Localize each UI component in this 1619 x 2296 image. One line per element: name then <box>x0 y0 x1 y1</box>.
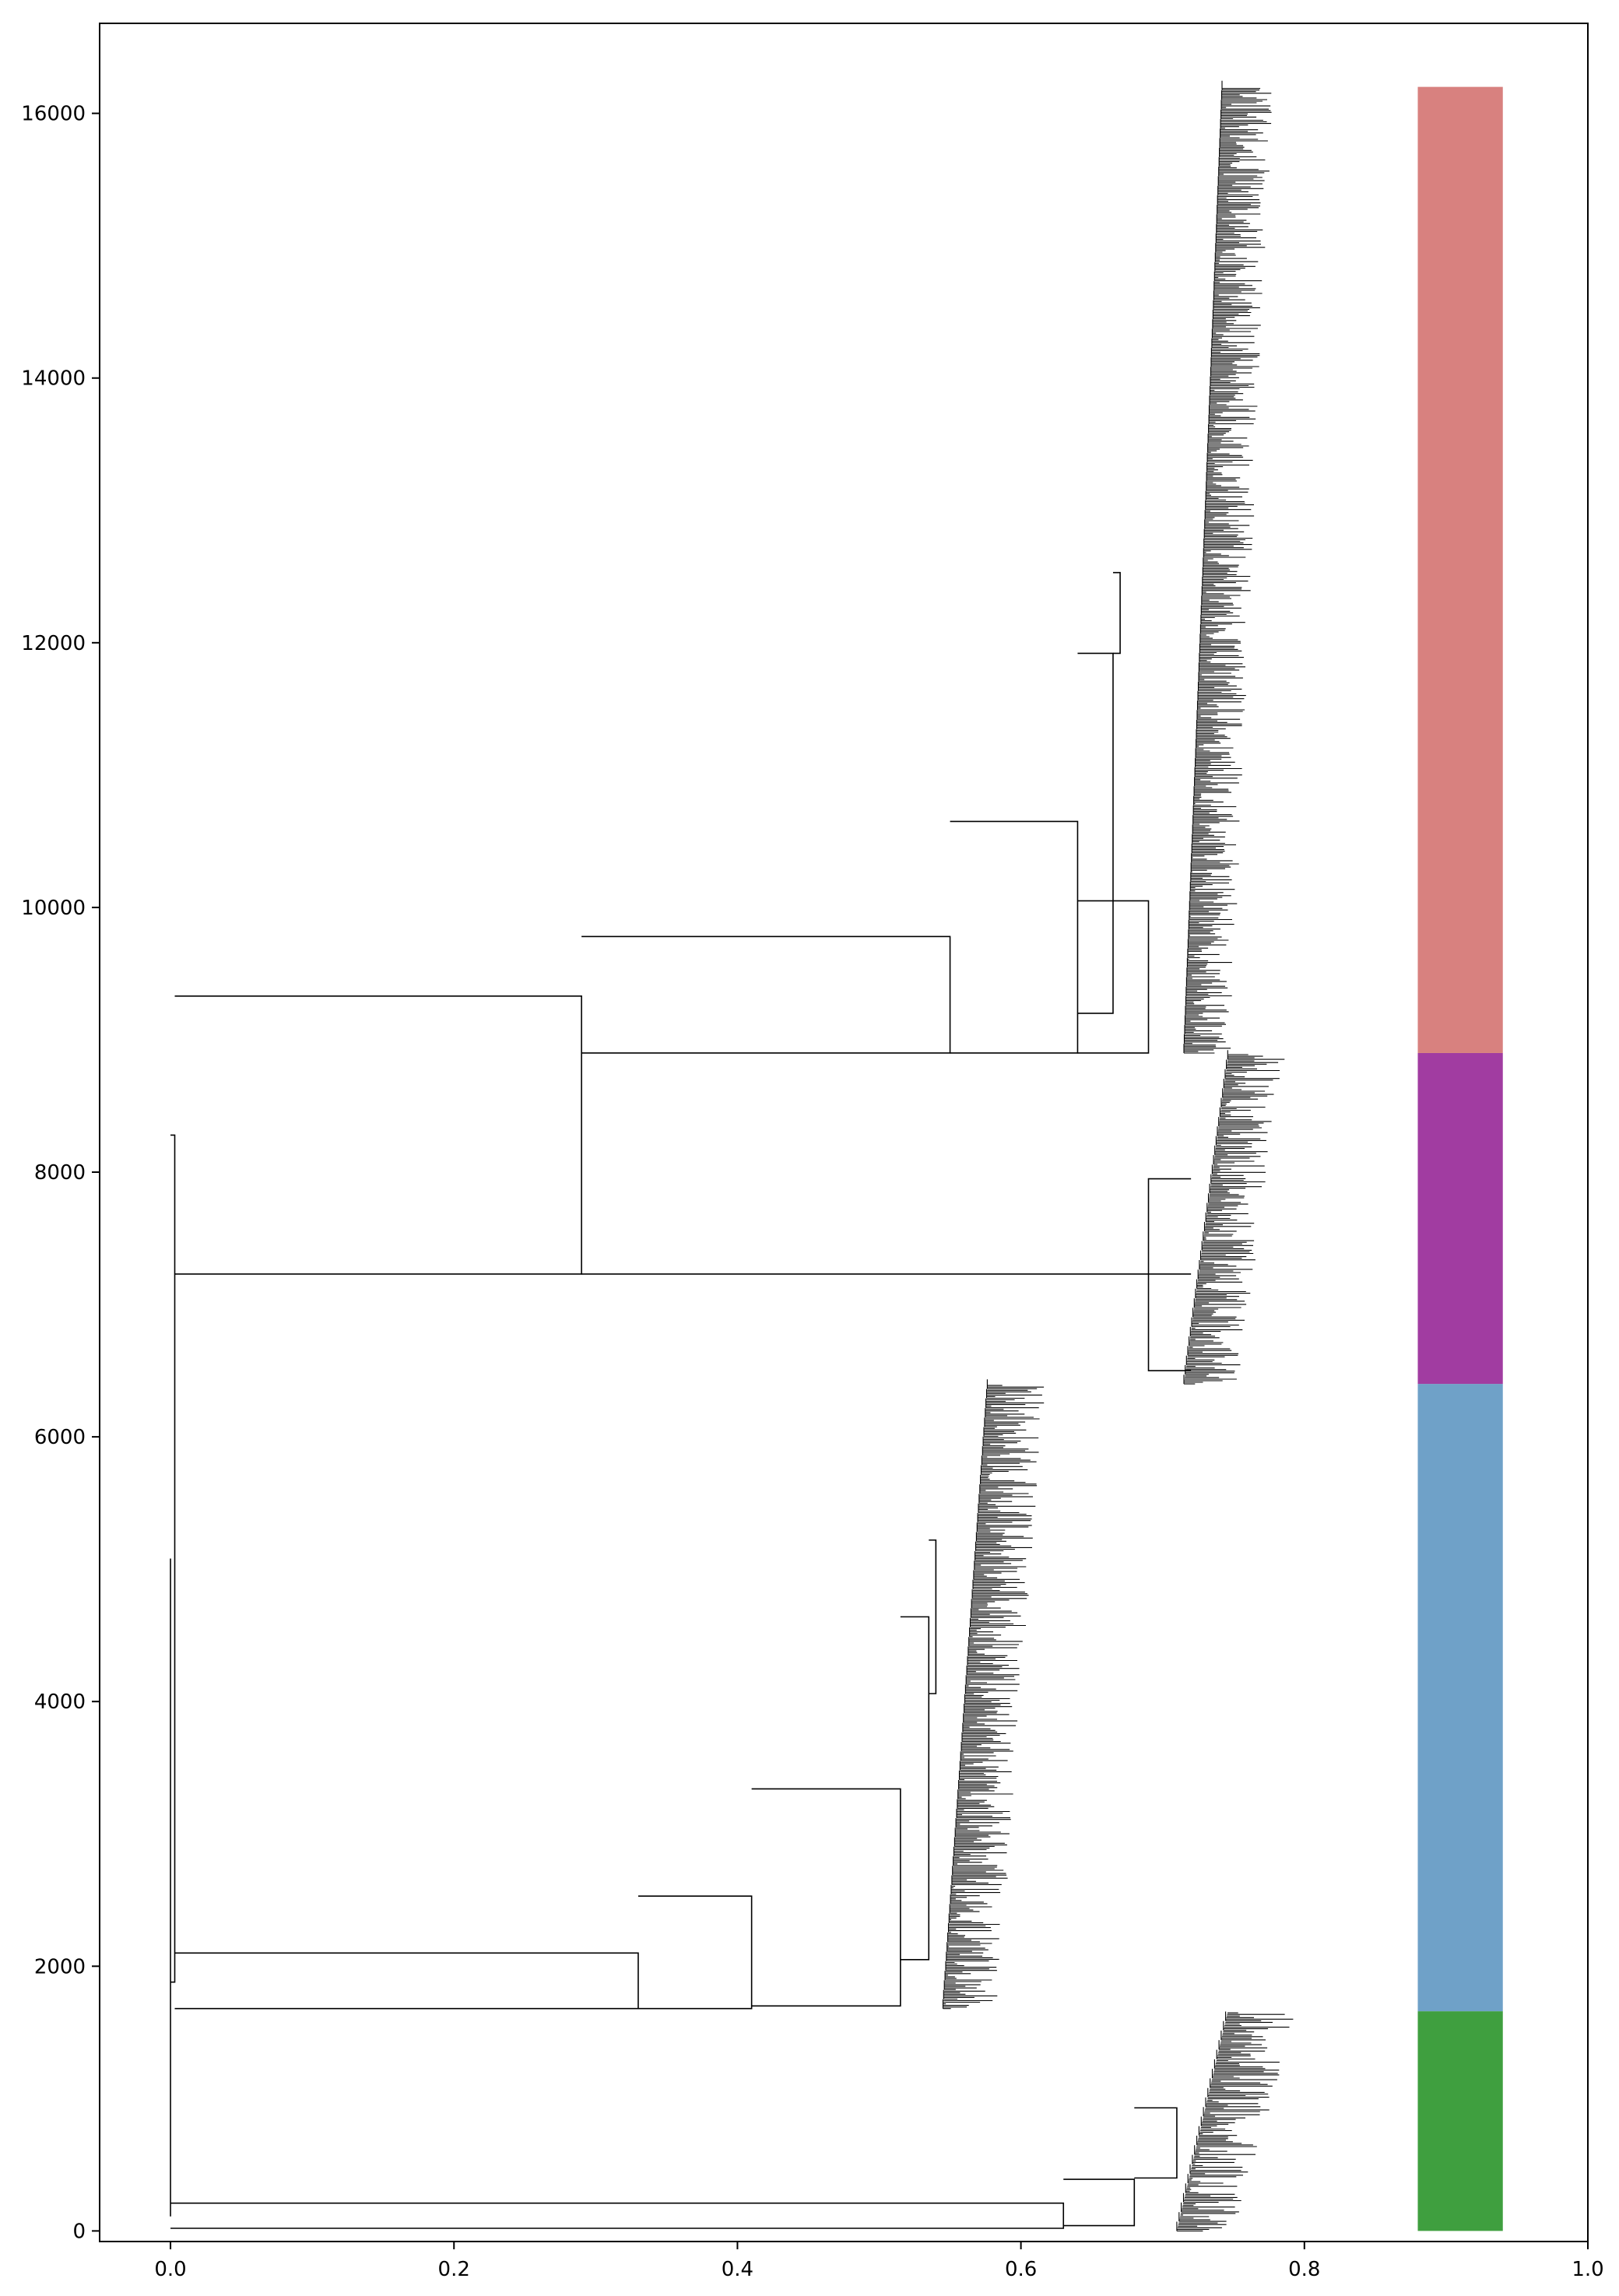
leaf-cluster-4 <box>1176 2011 1294 2231</box>
cluster-bar-segment-2 <box>1417 1384 1503 2012</box>
leaf-cluster-1 <box>1183 80 1272 1054</box>
y-tick-label: 6000 <box>34 1426 86 1449</box>
dendrogram-link-8 <box>1112 571 1121 655</box>
y-tick-label: 16000 <box>21 103 86 126</box>
y-tick-label: 2000 <box>34 1955 86 1978</box>
y-tick-label: 14000 <box>21 367 86 391</box>
dendrogram-link-2 <box>170 1134 176 1983</box>
x-tick-label: 0.2 <box>438 2258 470 2281</box>
cluster-bar-segment-4 <box>1417 86 1503 1053</box>
x-tick-label: 0.0 <box>154 2258 186 2281</box>
y-axis-ticks: 0 2000 4000 6000 8000 10000 12000 14000 16000 <box>21 103 100 2243</box>
x-tick-label: 0.8 <box>1288 2258 1320 2281</box>
dendrogram-link-16 <box>170 2202 1065 2229</box>
dendrogram-link-3 <box>174 995 582 1275</box>
cluster-bar-segment-1 <box>1417 2011 1503 2231</box>
dendrogram-link-13 <box>751 1788 901 2007</box>
y-tick-label: 10000 <box>21 897 86 920</box>
dendrogram-tree <box>170 571 1192 2229</box>
y-tick-label: 0 <box>72 2220 86 2243</box>
dendrogram-link-15 <box>929 1539 937 1694</box>
y-tick-label: 8000 <box>34 1161 86 1185</box>
dendrogram-link-10 <box>1147 1178 1192 1371</box>
dendrogram-link-18 <box>1134 2107 1178 2179</box>
leaf-cluster-3 <box>942 1379 1045 2010</box>
dendrogram-link-14 <box>900 1616 930 1961</box>
plot-frame <box>99 23 1589 2242</box>
dendrogram-link-6 <box>1077 652 1114 1014</box>
cluster-color-bar <box>1417 86 1503 2231</box>
x-axis-ticks: 0.0 0.2 0.4 0.6 0.8 1.0 <box>154 2242 1604 2281</box>
dendrogram-link-11 <box>174 1952 639 2010</box>
dendrogram-link-4 <box>581 936 951 1054</box>
dendrogram-link-7 <box>1077 900 1150 1054</box>
cluster-bar-segment-3 <box>1417 1052 1503 1385</box>
y-tick-label: 12000 <box>21 632 86 655</box>
dendrogram-link-12 <box>637 1895 753 2010</box>
x-tick-label: 0.6 <box>1005 2258 1037 2281</box>
y-tick-label: 4000 <box>34 1690 86 1714</box>
dendrogram-link-5 <box>950 820 1079 1054</box>
dendrogram-leaf-clusters <box>942 80 1294 2231</box>
x-tick-label: 0.4 <box>722 2258 753 2281</box>
leaf-cluster-2 <box>1183 1050 1285 1385</box>
x-tick-label: 1.0 <box>1572 2258 1603 2281</box>
dendrogram-link-17 <box>1063 2178 1136 2227</box>
